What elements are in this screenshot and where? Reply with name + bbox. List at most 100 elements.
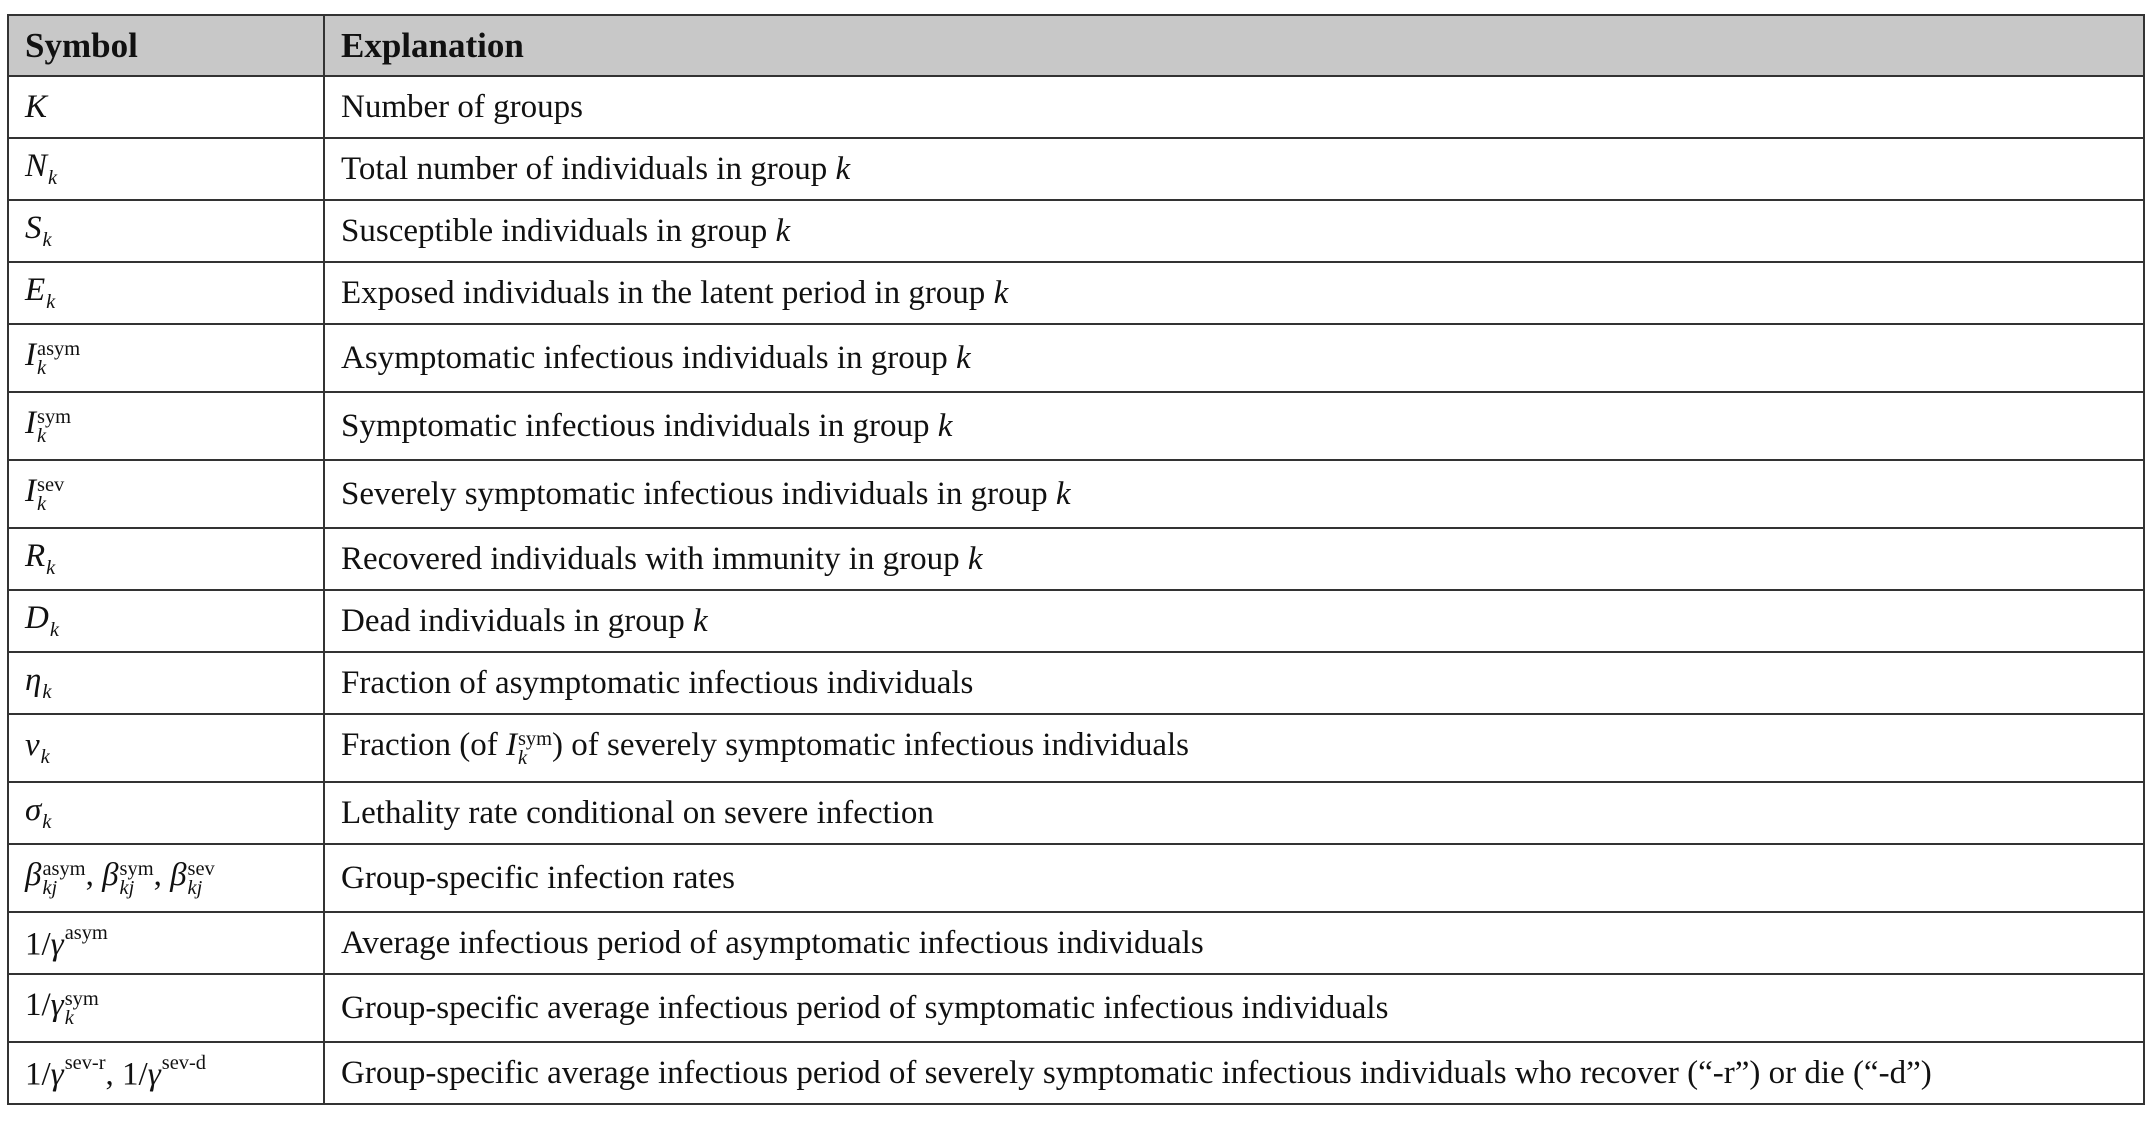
explanation-cell: Fraction of asymptomatic infectious indi… [323, 651, 2145, 715]
symbol-cell: ηk [7, 651, 325, 715]
explanation-text: Group-specific average infectious period… [341, 989, 1389, 1026]
explanation-text: Fraction of asymptomatic infectious indi… [341, 664, 974, 701]
symbol-base: S [25, 210, 42, 247]
symbol-prefix: 1/ [122, 1056, 148, 1093]
explanation-text: Susceptible individuals in group [341, 212, 776, 249]
symbol-cell: 1/γ sym k [7, 973, 325, 1043]
symbol-subscript: k [42, 680, 52, 703]
symbol-scripts: sev kj [188, 859, 215, 899]
explanation-text: Average infectious period of asymptomati… [341, 924, 1204, 961]
symbol-cell: σk [7, 781, 325, 845]
symbol-base: ν [25, 727, 40, 764]
explanation-variable: k [956, 339, 971, 376]
explanation-variable: k [967, 540, 983, 577]
symbol-cell: Ek [7, 261, 325, 325]
explanation-cell: Exposed individuals in the latent period… [323, 261, 2145, 325]
explanation-text: Group-specific average infectious period… [341, 1054, 1932, 1091]
inline-symbol-base: I [505, 727, 517, 764]
symbol-cell: Dk [7, 589, 325, 653]
symbol-subscript: k [37, 357, 47, 380]
explanation-cell: Number of groups [323, 75, 2145, 139]
explanation-cell: Symptomatic infectious individuals in gr… [323, 391, 2145, 461]
symbol-subscript: kj [42, 877, 58, 900]
table-header-row: Symbol Explanation [7, 14, 2145, 77]
explanation-cell: Susceptible individuals in group k [323, 199, 2145, 263]
symbol-subscript: k [46, 290, 56, 313]
symbol-base: γ [50, 1056, 64, 1093]
symbol-subscript: kj [119, 877, 135, 900]
explanation-cell: Group-specific average infectious period… [323, 973, 2145, 1043]
symbol-base: γ [50, 987, 64, 1024]
symbol-scripts: asym kj [42, 859, 85, 900]
symbol-subscript: k [37, 425, 47, 448]
table-row: 1/γsev-r, 1/γsev-d Group-specific averag… [7, 1041, 2145, 1105]
symbol-base: D [25, 600, 49, 637]
table-row: ηk Fraction of asymptomatic infectious i… [7, 651, 2145, 715]
symbol-cell: Nk [7, 137, 325, 201]
explanation-variable: k [692, 602, 708, 639]
symbol-table: Symbol Explanation K Number of groups Nk… [7, 14, 2145, 1105]
symbol-subscript: k [37, 493, 47, 516]
explanation-variable: k [937, 407, 953, 444]
explanation-cell: Group-specific infection rates [323, 843, 2145, 913]
explanation-variable: k [835, 150, 851, 187]
symbol-scripts: sym k [37, 405, 72, 448]
table-row: Rk Recovered individuals with immunity i… [7, 527, 2145, 591]
explanation-cell: Lethality rate conditional on severe inf… [323, 781, 2145, 845]
symbol-base: β [25, 857, 42, 894]
symbol-cell: 1/γasym [7, 911, 325, 975]
inline-symbol-superscript: sym [517, 727, 553, 750]
symbol-base: E [25, 272, 46, 309]
table-row: Sk Susceptible individuals in group k [7, 199, 2145, 263]
symbol-scripts: sym kj [119, 859, 154, 900]
symbol-base: γ [50, 926, 64, 963]
symbol-prefix: 1/ [25, 926, 51, 963]
explanation-cell: Dead individuals in group k [323, 589, 2145, 653]
explanation-text: Severely symptomatic infectious individu… [341, 475, 1056, 512]
explanation-text: Number of groups [341, 88, 583, 125]
symbol-base: R [25, 538, 46, 575]
table-row: Nk Total number of individuals in group … [7, 137, 2145, 201]
symbol-base: γ [147, 1056, 161, 1093]
symbol-scripts: sev k [37, 475, 64, 516]
symbol-subscript: k [42, 228, 52, 251]
symbol-separator: , [105, 1056, 123, 1093]
table-row: β asym kj, β sym kj, β sev kj Group-specific i… [7, 843, 2145, 913]
explanation-text: Asymptomatic infectious individuals in g… [341, 339, 957, 376]
explanation-text: Symptomatic infectious individuals in gr… [341, 407, 938, 444]
symbol-subscript: k [48, 166, 58, 189]
symbol-base: β [102, 857, 119, 894]
explanation-column-header: Explanation [323, 14, 2145, 77]
symbol-cell: K [7, 75, 325, 139]
symbol-superscript: sym [37, 405, 72, 428]
explanation-text: Exposed individuals in the latent period… [341, 274, 994, 311]
symbol-cell: 1/γsev-r, 1/γsev-d [7, 1041, 325, 1105]
symbol-base: I [25, 337, 36, 374]
symbol-column-header: Symbol [7, 14, 325, 77]
explanation-text: Fraction (of [341, 727, 506, 764]
symbol-superscript: sev-d [161, 1052, 207, 1075]
symbol-cell: β asym kj, β sym kj, β sev kj [7, 843, 325, 913]
explanation-variable: k [993, 274, 1009, 311]
symbol-superscript: sev-r [64, 1052, 106, 1075]
symbol-subscript: k [40, 745, 50, 768]
symbol-cell: Rk [7, 527, 325, 591]
explanation-text: Lethality rate conditional on severe inf… [341, 794, 934, 831]
table-row: K Number of groups [7, 75, 2145, 139]
table-row: 1/γ sym k Group-specific average infectiou… [7, 973, 2145, 1043]
symbol-superscript: asym [37, 337, 81, 360]
symbol-base: K [25, 88, 48, 125]
explanation-cell: Severely symptomatic infectious individu… [323, 459, 2145, 529]
symbol-superscript: asym [64, 922, 108, 945]
table-row: σk Lethality rate conditional on severe … [7, 781, 2145, 845]
inline-symbol-subscript: k [517, 747, 528, 770]
table-row: Dk Dead individuals in group k [7, 589, 2145, 653]
explanation-cell: Recovered individuals with immunity in g… [323, 527, 2145, 591]
explanation-text: Recovered individuals with immunity in g… [341, 540, 968, 577]
